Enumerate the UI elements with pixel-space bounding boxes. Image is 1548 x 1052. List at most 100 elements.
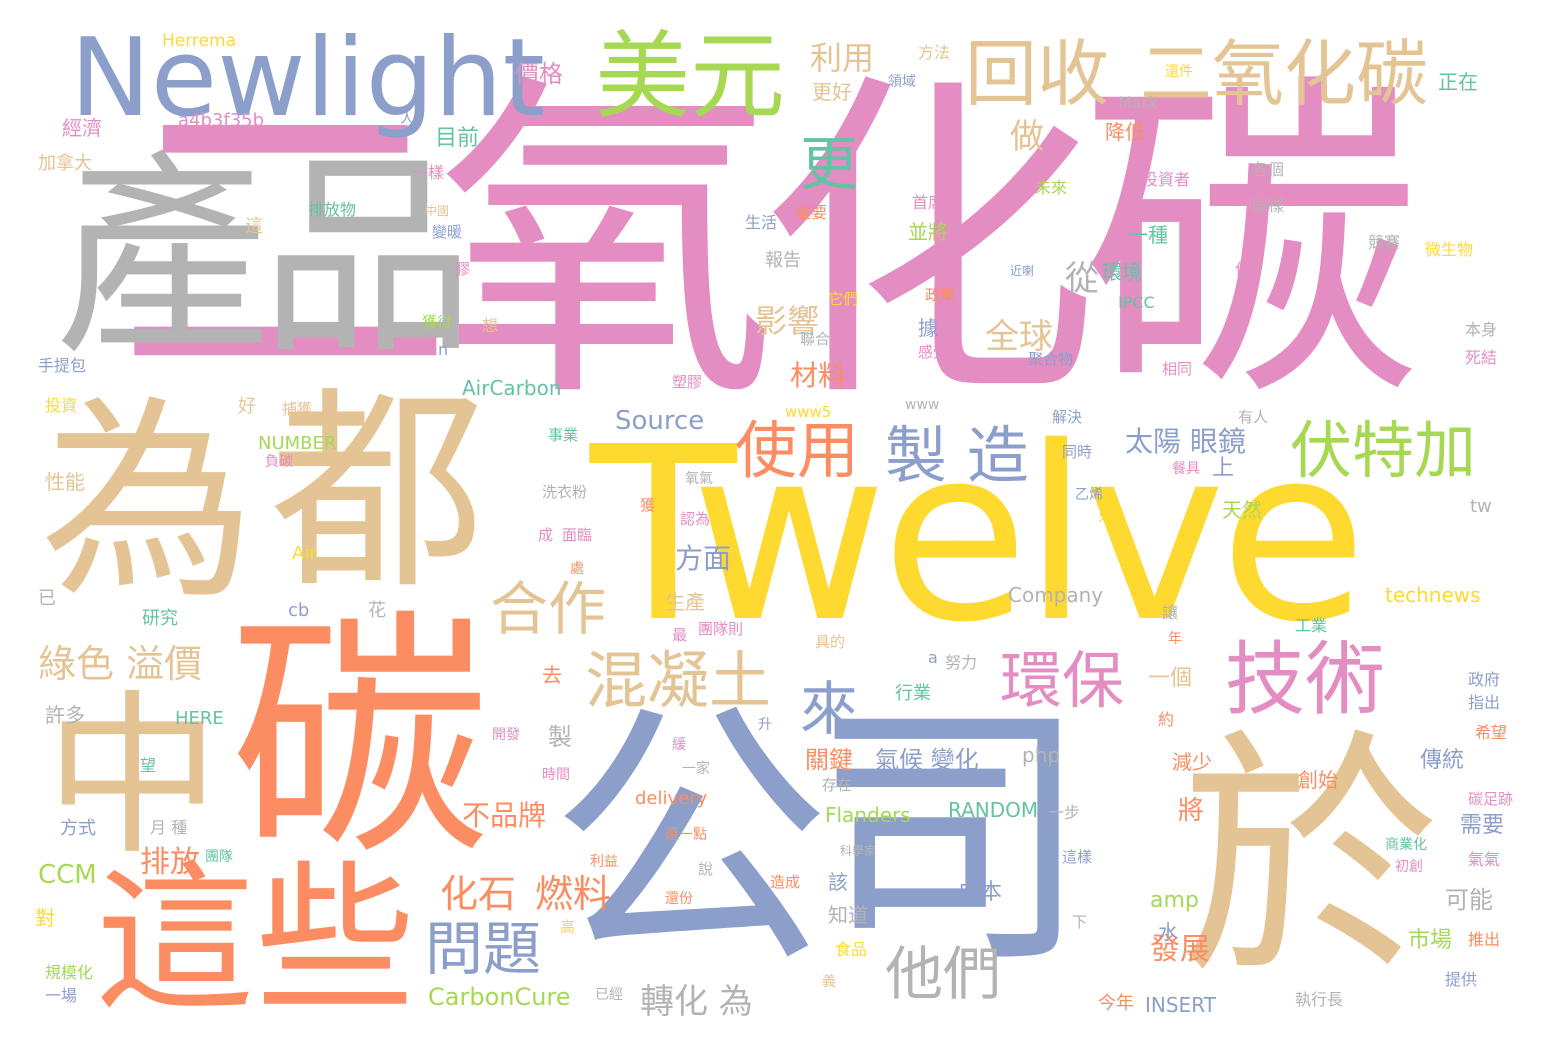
word: 指出 [1468,693,1501,712]
word: INSERT [1145,993,1216,1017]
word: 高 [560,918,576,936]
word: 據 [918,316,938,340]
word: 該 [828,870,848,894]
word: 更好 [812,80,852,104]
word: 造成 [770,873,801,891]
word: tw [1470,496,1492,517]
word: Source [615,406,705,436]
word: 傳統 [1420,748,1465,773]
word: 氧氣 [685,471,713,487]
word: 同樣 [1252,196,1285,215]
word: 生活 [745,213,778,232]
word: 洗衣粉 [542,483,588,501]
word: 緩 [672,737,686,753]
word: 未來 [1035,178,1068,197]
word: 方法 [918,43,951,62]
word: 執行長 [1295,990,1344,1009]
word: Herrema [162,31,236,51]
word: www5 [785,403,832,421]
word: 水 [1158,920,1178,944]
word: 微生物 [1425,240,1474,259]
word: 經濟 [62,116,102,140]
word: 合作 [490,575,607,643]
word: 都 [270,367,485,618]
word: a4b3f35b [178,110,265,131]
word: 聯合 [800,330,831,348]
word: 碳 [230,589,490,891]
word: cb [288,600,310,621]
word: 目前 [435,126,480,151]
word: 各個 [1252,160,1285,179]
word: Twelve [590,395,1367,675]
word: 有人 [1238,408,1269,426]
word: 首席 [912,193,945,212]
word: 死結 [1465,348,1498,367]
word: 從 [1065,259,1099,299]
word: a [928,648,938,667]
word: 為 [40,377,255,628]
word: 許多 [45,703,85,727]
word: 性能 [45,470,85,494]
word: 化石 [440,872,517,916]
word: 相同 [1162,360,1193,378]
word: 獲 [640,496,656,514]
word: CCM [38,860,97,890]
word: 需要 [1460,813,1505,838]
word: 利用 [810,39,875,77]
word: 作 [1235,260,1251,278]
word: 手提包 [38,356,87,375]
word: 好 [238,396,256,417]
word: 花 [368,600,386,621]
word: 行業 [895,683,931,704]
word: 初創 [1395,859,1423,875]
word: 工業 [1295,616,1328,635]
word: 已經 [595,987,623,1003]
word: 還一點 [665,827,707,843]
word: 美元 [595,22,786,132]
word: Air [292,543,317,564]
word: 二氧化碳 [115,47,1421,443]
word: 環境 [1102,260,1142,284]
word: 燃料 [535,872,612,916]
word: IPCC [1118,293,1155,312]
word: 具的 [815,633,846,651]
word: 生產 [665,590,705,614]
word: 月 種 [150,818,188,837]
word: 同時 [1062,443,1093,461]
word: 成 [538,526,554,544]
word: 將 [1178,796,1205,826]
word: 氣氣 [1468,850,1501,869]
word: 競賽 [1368,233,1401,252]
word: 這 [245,216,263,237]
word: 開發 [492,727,520,743]
word: 只 [1098,509,1112,525]
word: 這些 [95,846,416,1033]
word: 規模化 [45,963,94,982]
word: 正在 [1438,70,1478,94]
word: 可能 [1445,886,1493,914]
word: 減少 [1172,750,1212,774]
word: 團隊 [205,849,233,865]
word: 方式 [60,818,96,839]
word: 政府 [1468,670,1501,689]
word: 上 [1212,456,1235,481]
word: 使用 [735,414,860,487]
word: 一家 [682,761,710,777]
word: 發展 [1150,932,1210,967]
word: 已 [38,588,56,609]
word: 下 [1072,913,1088,931]
word: 本身 [1465,320,1498,339]
word: 時間 [542,767,570,783]
word: amp [1150,888,1199,913]
word: 近喇 [1010,264,1035,278]
word: 人 [400,111,414,127]
word: 一種 [1128,223,1168,247]
word: 知道 [828,903,868,927]
word: 製 [548,723,572,751]
word: 希望 [1475,723,1508,742]
word: 排放物 [308,200,357,219]
word: 認為 [680,510,711,528]
word: Company [1008,583,1104,607]
word: 中 [45,676,220,879]
